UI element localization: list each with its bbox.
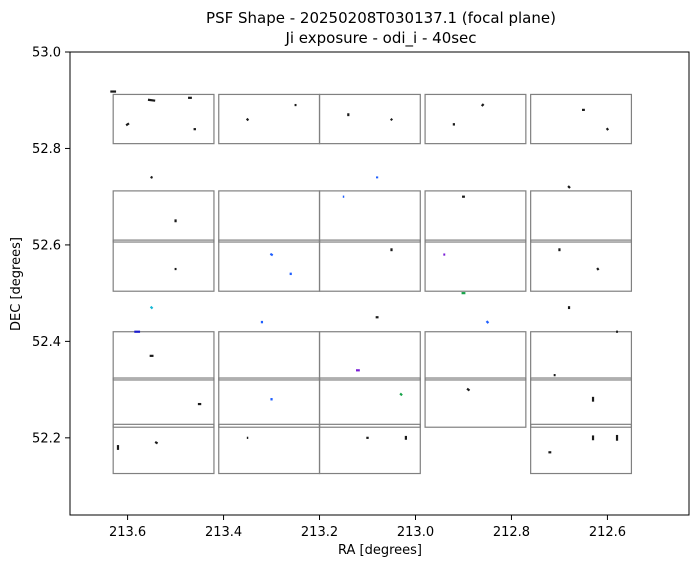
psf-marker xyxy=(149,305,154,310)
ccd-outline xyxy=(318,93,421,145)
x-tick-label: 213.6 xyxy=(109,525,146,540)
ccd-outline xyxy=(318,423,421,475)
ccd-outline xyxy=(218,377,321,428)
psf-marker xyxy=(596,267,600,271)
x-tick-label: 212.6 xyxy=(589,525,626,540)
psf-marker xyxy=(269,252,274,257)
psf-marker xyxy=(466,387,471,392)
psf-marker xyxy=(125,122,130,127)
ccd-outline xyxy=(424,239,527,292)
y-tick-label: 52.4 xyxy=(32,335,61,350)
y-axis-ticks: 52.2 52.4 52.6 52.8 53.0 xyxy=(32,46,70,446)
y-tick-label: 52.6 xyxy=(32,238,61,253)
psf-marker xyxy=(147,98,156,102)
ccd-outline xyxy=(112,93,215,145)
ccd-outlines xyxy=(112,93,633,475)
psf-marker xyxy=(480,103,485,107)
ccd-outline xyxy=(318,239,421,292)
ccd-outline xyxy=(112,190,215,243)
y-tick-label: 52.2 xyxy=(32,431,61,446)
x-axis-ticks: 213.6 213.4 213.2 213.0 212.8 212.6 xyxy=(109,515,626,540)
ccd-outline xyxy=(318,331,421,381)
y-tick-label: 52.8 xyxy=(32,142,61,157)
chart-title: PSF Shape - 20250208T030137.1 (focal pla… xyxy=(206,9,556,27)
plot-frame xyxy=(69,51,690,516)
ccd-outline xyxy=(318,377,421,428)
y-axis-label: DEC [degrees] xyxy=(9,237,24,331)
psf-marker xyxy=(567,185,571,189)
ccd-outline xyxy=(530,423,633,475)
ccd-outline xyxy=(112,331,215,381)
psf-marker xyxy=(389,118,393,122)
ccd-outline xyxy=(530,93,633,145)
y-tick-label: 53.0 xyxy=(32,46,61,61)
psf-marker xyxy=(605,127,610,131)
psf-marker xyxy=(245,117,250,122)
ccd-outline xyxy=(318,190,421,243)
ccd-outline xyxy=(530,377,633,428)
x-tick-label: 213.0 xyxy=(397,525,434,540)
ccd-outline xyxy=(112,423,215,475)
chart-subtitle: Ji exposure - odi_i - 40sec xyxy=(284,29,476,48)
x-tick-label: 212.8 xyxy=(493,525,530,540)
ccd-outline xyxy=(424,331,527,381)
ccd-outline xyxy=(218,190,321,243)
ccd-outline xyxy=(530,239,633,292)
ccd-outline xyxy=(530,331,633,381)
ccd-outline xyxy=(218,239,321,292)
x-tick-label: 213.4 xyxy=(205,525,242,540)
ccd-outline xyxy=(218,423,321,475)
x-tick-label: 213.2 xyxy=(301,525,338,540)
psf-marker xyxy=(485,320,490,324)
psf-markers xyxy=(110,90,619,454)
ccd-outline xyxy=(424,93,527,145)
psf-marker xyxy=(154,440,159,445)
ccd-outline xyxy=(112,239,215,292)
ccd-outline xyxy=(112,377,215,428)
psf-marker xyxy=(150,175,154,179)
ccd-outline xyxy=(218,93,321,145)
ccd-outline xyxy=(530,190,633,243)
psf-marker xyxy=(399,392,403,397)
ccd-outline xyxy=(218,331,321,381)
x-axis-label: RA [degrees] xyxy=(338,543,422,558)
ccd-outline xyxy=(424,377,527,428)
ccd-outline xyxy=(424,190,527,243)
